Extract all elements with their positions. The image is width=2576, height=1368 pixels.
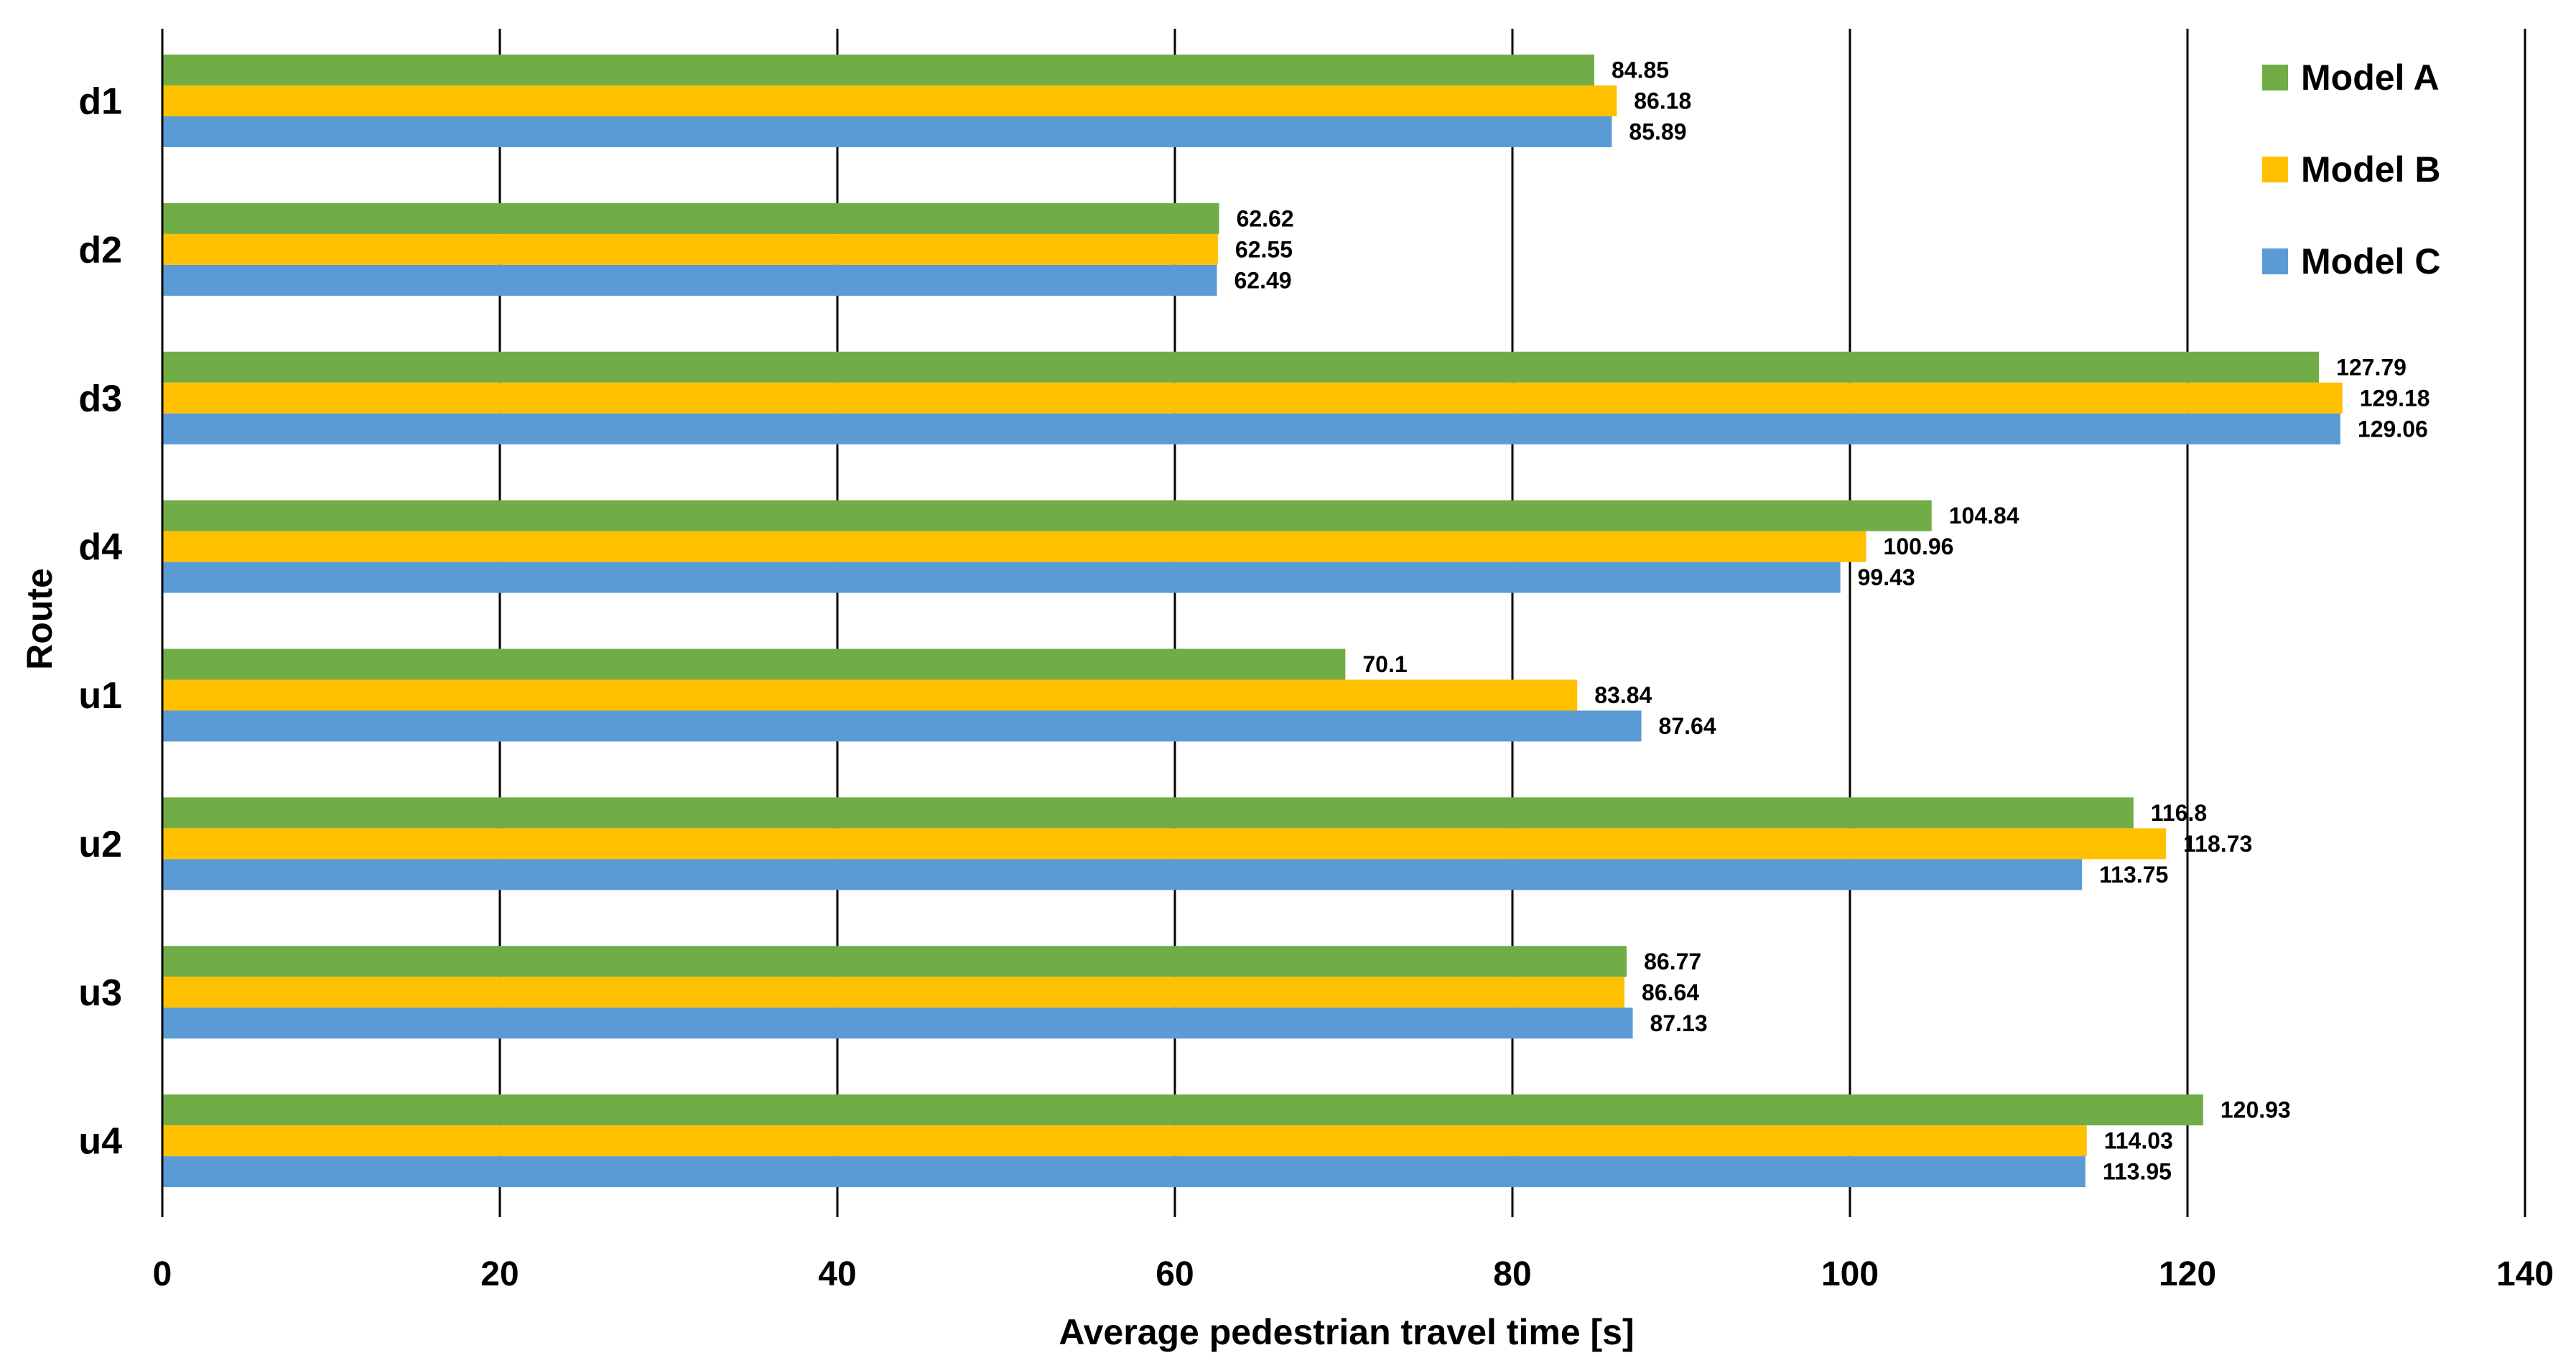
bar-u2-model-b bbox=[162, 828, 2167, 860]
data-label-d3-model-b: 129.18 bbox=[2360, 385, 2430, 411]
bar-u3-model-c bbox=[162, 1008, 1633, 1039]
y-tick-label-u3: u3 bbox=[78, 972, 122, 1014]
bar-d1-model-c bbox=[162, 116, 1612, 147]
data-labels: 84.85 86.18 85.89 62.62 62.55 62.49 127.79 129.… bbox=[1234, 57, 2430, 1185]
data-label-d4-model-a: 104.84 bbox=[1949, 503, 2019, 529]
bar-u2-model-a bbox=[162, 797, 2134, 829]
data-label-d3-model-a: 127.79 bbox=[2336, 354, 2407, 380]
y-tick-label-d2: d2 bbox=[78, 229, 122, 271]
data-label-d3-model-c: 129.06 bbox=[2358, 416, 2428, 442]
bar-u4-model-c bbox=[162, 1156, 2086, 1188]
data-label-d2-model-c: 62.49 bbox=[1234, 267, 1292, 293]
data-label-u4-model-b: 114.03 bbox=[2104, 1128, 2173, 1154]
bar-d4-model-c bbox=[162, 562, 1841, 593]
data-label-d4-model-b: 100.96 bbox=[1884, 534, 1954, 559]
bar-d3-model-c bbox=[162, 413, 2340, 445]
bar-u2-model-c bbox=[162, 859, 2083, 890]
data-label-u3-model-c: 87.13 bbox=[1650, 1010, 1708, 1036]
bar-u1-model-c bbox=[162, 710, 1642, 742]
bar-d4-model-b bbox=[162, 531, 1866, 562]
x-tick-label-140: 140 bbox=[2496, 1255, 2554, 1293]
x-tick-label-0: 0 bbox=[153, 1255, 172, 1293]
y-axis-title: Route bbox=[19, 568, 60, 670]
bar-d2-model-c bbox=[162, 264, 1217, 296]
data-label-u3-model-b: 86.64 bbox=[1642, 980, 1699, 1005]
bar-d2-model-b bbox=[162, 233, 1218, 265]
data-label-u1-model-c: 87.64 bbox=[1659, 713, 1716, 739]
x-tick-label-100: 100 bbox=[1821, 1255, 1879, 1293]
x-tick-label-40: 40 bbox=[818, 1255, 856, 1293]
legend-swatch-model-a bbox=[2262, 65, 2288, 90]
bar-u4-model-b bbox=[162, 1125, 2087, 1157]
legend-label-model-c: Model C bbox=[2301, 241, 2440, 281]
legend: Model A Model B Model C bbox=[2262, 57, 2440, 281]
data-label-d1-model-b: 86.18 bbox=[1634, 88, 1691, 114]
data-label-u1-model-b: 83.84 bbox=[1594, 682, 1652, 708]
bar-u3-model-a bbox=[162, 946, 1627, 977]
data-label-u3-model-a: 86.77 bbox=[1644, 949, 1701, 974]
data-label-d4-model-c: 99.43 bbox=[1858, 564, 1915, 590]
data-label-u2-model-b: 118.73 bbox=[2183, 831, 2252, 857]
data-label-d1-model-a: 84.85 bbox=[1612, 57, 1669, 83]
y-tick-label-u4: u4 bbox=[78, 1121, 122, 1163]
y-tick-label-d1: d1 bbox=[78, 81, 122, 123]
x-tick-label-60: 60 bbox=[1156, 1255, 1194, 1293]
data-label-u2-model-a: 116.8 bbox=[2151, 800, 2207, 826]
legend-swatch-model-b bbox=[2262, 157, 2288, 182]
data-label-d2-model-a: 62.62 bbox=[1237, 205, 1294, 231]
y-tick-label-d4: d4 bbox=[78, 526, 122, 568]
x-axis-title: Average pedestrian travel time [s] bbox=[1059, 1312, 1634, 1352]
bar-d1-model-b bbox=[162, 85, 1617, 116]
bar-d2-model-a bbox=[162, 203, 1219, 234]
bar-u1-model-a bbox=[162, 648, 1346, 680]
data-label-u2-model-c: 113.75 bbox=[2099, 862, 2168, 888]
bars bbox=[162, 55, 2343, 1188]
data-label-u4-model-c: 113.95 bbox=[2103, 1159, 2172, 1185]
y-tick-label-d3: d3 bbox=[78, 378, 122, 419]
data-label-d1-model-c: 85.89 bbox=[1629, 119, 1686, 145]
bar-d4-model-a bbox=[162, 500, 1932, 531]
bar-d1-model-a bbox=[162, 55, 1594, 85]
legend-swatch-model-c bbox=[2262, 248, 2288, 274]
data-label-d2-model-b: 62.55 bbox=[1235, 236, 1293, 262]
x-tick-label-120: 120 bbox=[2159, 1255, 2216, 1293]
x-tick-label-20: 20 bbox=[480, 1255, 519, 1293]
bar-u4-model-a bbox=[162, 1094, 2203, 1126]
data-label-u4-model-a: 120.93 bbox=[2221, 1097, 2291, 1123]
bar-d3-model-b bbox=[162, 382, 2343, 414]
data-label-u1-model-a: 70.1 bbox=[1362, 651, 1407, 677]
x-tick-label-80: 80 bbox=[1493, 1255, 1531, 1293]
y-tick-label-u2: u2 bbox=[78, 824, 122, 865]
bar-u3-model-b bbox=[162, 977, 1625, 1008]
legend-label-model-a: Model A bbox=[2301, 57, 2440, 98]
axes: 0 20 40 60 80 100 120 140 d1 d2 d3 d4 u1 u2 u3 u4 bbox=[78, 29, 2554, 1293]
bar-d3-model-a bbox=[162, 351, 2320, 383]
bar-u1-model-b bbox=[162, 679, 1578, 711]
y-tick-label-u1: u1 bbox=[78, 675, 122, 717]
legend-label-model-b: Model B bbox=[2301, 149, 2440, 190]
